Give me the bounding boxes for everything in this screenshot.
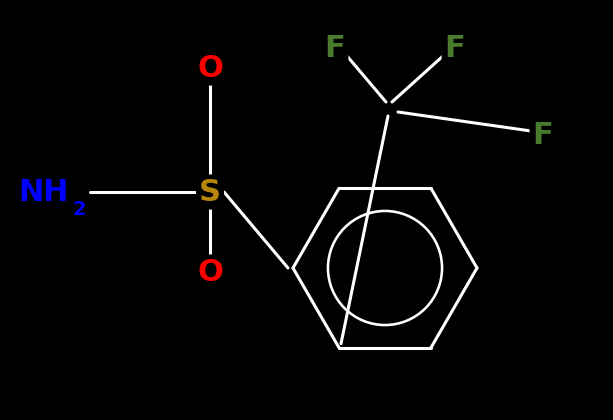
Text: O: O <box>197 257 223 286</box>
Text: F: F <box>444 34 465 63</box>
Text: 2: 2 <box>72 200 86 219</box>
Text: S: S <box>199 178 221 207</box>
Text: H: H <box>43 178 68 207</box>
Text: F: F <box>533 121 554 150</box>
Text: F: F <box>325 34 345 63</box>
Text: O: O <box>197 53 223 82</box>
Text: N: N <box>18 178 44 207</box>
